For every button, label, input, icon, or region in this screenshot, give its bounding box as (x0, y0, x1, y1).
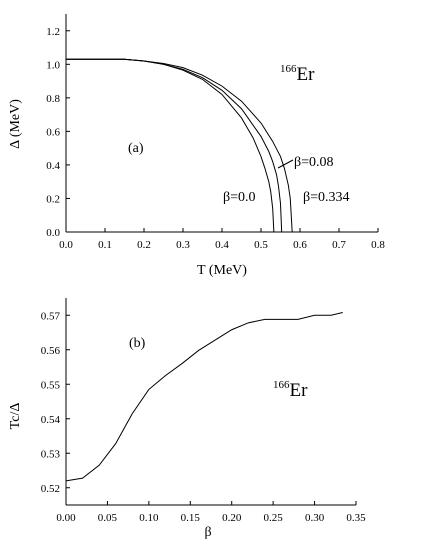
panel-a-x-tick-label: 0.8 (371, 239, 385, 251)
panel-b-y-axis-title-text: Tc/Δ (8, 403, 23, 430)
panel-a-x-tick-label: 0.3 (176, 239, 190, 251)
panel-a-x-ticks: 0.0 0.1 0.2 0.3 0.4 0.5 0.6 0.7 0.8 (59, 228, 385, 251)
panel-b-x-tick-label: 0.25 (264, 512, 284, 524)
panel-a-curves (66, 58, 293, 233)
panel-b-y-tick-label: 0.56 (41, 345, 61, 357)
panel-b-y-tick-label: 0.55 (41, 379, 61, 391)
panel-a-x-tick-label: 0.5 (254, 239, 268, 251)
panel-b-x-tick-label: 0.20 (222, 512, 242, 524)
panel-a-x-tick-label: 0.4 (215, 239, 229, 251)
panel-a-y-tick-label: 1.2 (46, 26, 60, 38)
panel-b-nucleus-label: 166Er (273, 379, 308, 401)
panel-a-nucleus-mass: 166 (280, 63, 297, 75)
panel-b-y-tick-label: 0.54 (41, 414, 61, 426)
series-label-beta-0-08: β=0.08 (294, 155, 334, 170)
panel-a-series-0-08 (66, 58, 283, 233)
panel-a-x-tick-label: 0.6 (293, 239, 307, 251)
panel-b-x-tick-label: 0.15 (181, 512, 201, 524)
panel-a-x-axis-title: T (MeV) (197, 263, 247, 278)
panel-a-series-0-334 (66, 58, 293, 233)
panel-b-curves (65, 312, 343, 482)
panel-a-y-tick-label: 0.2 (46, 193, 60, 205)
panel-b-x-tick-label: 0.05 (98, 512, 118, 524)
panel-b-x-tick-label: 0.35 (346, 512, 366, 524)
panel-b-x-tick-label: 0.30 (305, 512, 325, 524)
panel-b-x-tick-label: 0.10 (139, 512, 159, 524)
panel-b-y-axis-title: Tc/Δ (8, 403, 23, 430)
panel-a-y-ticks: 0.0 0.2 0.4 0.6 0.8 1.0 1.2 (46, 26, 70, 239)
panel-a-y-tick-label: 0.6 (46, 126, 60, 138)
panel-a-series-0-0 (66, 58, 275, 233)
panel-b-y-tick-label: 0.57 (41, 310, 61, 322)
panel-a-y-tick-label: 0.8 (46, 93, 60, 105)
panel-a-y-tick-label: 0.0 (46, 227, 60, 239)
panel-b-y-ticks: 0.52 0.53 0.54 0.55 0.56 0.57 (41, 310, 70, 495)
panel-b-x-tick-label: 0.00 (56, 512, 76, 524)
panel-b-y-tick-label: 0.52 (41, 483, 60, 495)
panel-a-y-tick-label: 1.0 (46, 59, 60, 71)
panel-a-nucleus-label: 166Er (280, 63, 315, 85)
series-label-beta-0-08-leader (277, 159, 294, 169)
panel-b-x-axis-title: β (204, 525, 211, 540)
panel-a-y-tick-label: 0.4 (46, 160, 60, 172)
panel-b-y-tick-label: 0.53 (41, 448, 61, 460)
panel-b-label: (b) (129, 336, 146, 351)
panel-b-x-ticks: 0.00 0.05 0.10 0.15 0.20 0.25 0.30 0.35 (56, 501, 366, 524)
panel-a-x-tick-label: 0.2 (137, 239, 151, 251)
panel-b-nucleus-symbol: Er (290, 380, 309, 401)
panel-a-x-tick-label: 0.7 (332, 239, 346, 251)
panel-a-nucleus-symbol: Er (297, 64, 316, 85)
panel-a: 0.0 0.1 0.2 0.3 0.4 0.5 0.6 0.7 0.8 0.0 0.2 0.4 0.6… (8, 14, 385, 278)
series-label-beta-0-0: β=0.0 (223, 190, 256, 205)
panel-b: 0.00 0.05 0.10 0.15 0.20 0.25 0.30 0.35 0.520.5… (8, 298, 366, 540)
panel-a-y-axis-title: Δ (MeV) (8, 99, 23, 149)
series-label-beta-0-334: β=0.334 (303, 190, 350, 205)
panel-a-x-tick-label: 0.0 (59, 239, 73, 251)
panel-b-series-line (65, 312, 343, 482)
panel-a-label: (a) (128, 141, 144, 156)
panel-a-x-tick-label: 0.1 (98, 239, 112, 251)
panel-b-nucleus-mass: 166 (273, 379, 290, 391)
